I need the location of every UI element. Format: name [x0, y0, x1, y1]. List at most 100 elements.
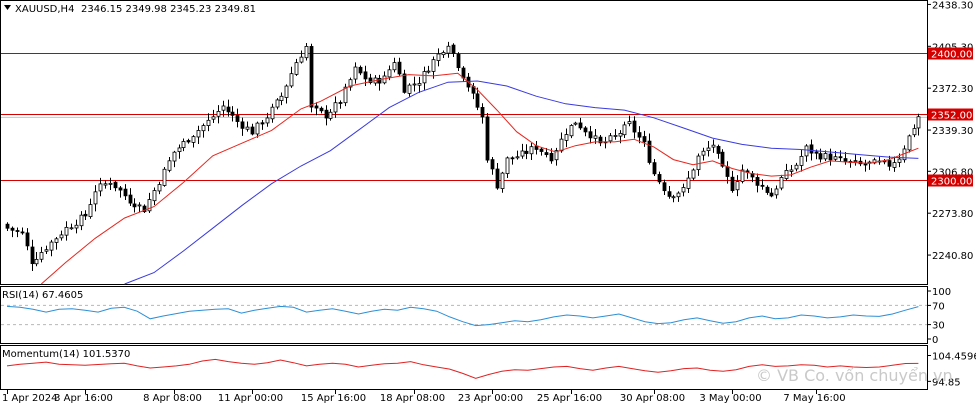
candle-bull [608, 135, 613, 142]
candle-bear [863, 163, 868, 166]
candle-bull [98, 183, 103, 192]
candle-bull [137, 204, 142, 207]
candle-bear [226, 106, 231, 113]
candle-bear [544, 152, 549, 156]
rsi-tick-label: 70 [932, 301, 945, 312]
candle-bear [725, 166, 730, 177]
candle-bear [402, 73, 407, 93]
candle-bear [15, 230, 20, 232]
candle-bull [613, 135, 618, 137]
candle-bull [333, 102, 338, 113]
candle-bear [720, 151, 725, 167]
candle-bull [157, 184, 162, 192]
candle-bull [573, 122, 578, 125]
candle-bear [10, 227, 15, 231]
candle-bull [691, 169, 696, 179]
candle-bear [314, 105, 319, 109]
dropdown-triangle-icon[interactable] [4, 5, 11, 10]
candle-bear [456, 53, 461, 69]
candle-bull [79, 214, 84, 227]
watermark: © VB Co. vốn chuyển vn [756, 366, 953, 385]
time-tick-label: 8 Apr 08:00 [143, 393, 202, 403]
candle-bear [828, 153, 833, 161]
rsi-title: RSI(14) 67.4605 [2, 290, 83, 301]
candle-bear [397, 61, 402, 75]
candle-bull [191, 136, 196, 143]
price-tick-label: 2306.80 [932, 167, 973, 178]
candle-bull [426, 70, 431, 73]
candle-bear [461, 67, 466, 79]
candle-bull [196, 130, 201, 138]
price-level-label: 2300.00 [931, 177, 972, 188]
candle-bull [108, 182, 113, 185]
candle-bear [368, 77, 373, 84]
candle-bull [54, 238, 59, 243]
candle-bear [142, 205, 147, 213]
price-level-label-bg [928, 47, 973, 60]
candle-bull [500, 172, 505, 189]
price-tick-label: 2372.30 [932, 84, 973, 95]
candle-bull [446, 45, 451, 54]
candle-bear [30, 246, 35, 265]
candle-bear [657, 174, 662, 183]
candle-bear [451, 44, 456, 54]
price-panel-frame [0, 0, 928, 285]
candle-bull [554, 150, 559, 161]
candle-bull [823, 153, 828, 160]
symbol-name: XAUUSD,H4 [15, 4, 74, 15]
symbol-ohlc: 2346.15 2349.98 2345.23 2349.81 [81, 4, 256, 15]
candle-bull [853, 160, 858, 163]
rsi-axis: 100 70 30 0 [927, 287, 951, 346]
rsi-tick-label: 30 [932, 321, 945, 332]
candle-bull [622, 124, 627, 136]
rsi-panel-frame [0, 286, 928, 344]
candle-bear [132, 203, 137, 208]
price-level-label: 2400.00 [931, 50, 972, 61]
candle-bull [177, 147, 182, 152]
candle-bear [83, 213, 88, 217]
time-tick-label: 18 Apr 08:00 [380, 393, 445, 403]
candle-bull [64, 226, 69, 236]
candle-bull [774, 188, 779, 196]
candle-bear [186, 140, 191, 143]
candle-bull [779, 177, 784, 189]
candle-bull [784, 170, 789, 179]
candle-bull [289, 73, 294, 87]
candle-bear [760, 184, 765, 187]
candle-bull [93, 191, 98, 205]
candle-bear [716, 146, 721, 154]
candle-bear [539, 148, 544, 152]
candle-bull [515, 156, 520, 159]
candle-bull [907, 135, 912, 151]
candle-bull [701, 150, 706, 156]
candle-bull [671, 196, 676, 199]
candle-bear [128, 194, 133, 204]
candle-bear [809, 144, 814, 154]
candle-bull [304, 46, 309, 59]
candle-bear [123, 188, 128, 197]
price-tick-label: 2339.30 [932, 126, 973, 137]
time-tick-label: 25 Apr 16:00 [537, 393, 602, 403]
candle-bull [44, 249, 49, 252]
candle-bear [769, 192, 774, 197]
time-tick-label: 3 Apr 16:00 [54, 393, 113, 403]
candle-bear [549, 153, 554, 162]
candle-bear [25, 232, 30, 247]
candle-bear [578, 122, 583, 129]
time-tick-label: 15 Apr 16:00 [301, 393, 366, 403]
candle-bull [564, 134, 569, 141]
candle-bear [755, 177, 760, 186]
candle-bull [211, 116, 216, 120]
ma-slow-line [124, 80, 919, 285]
candle-bull [794, 164, 799, 170]
candle-bull [441, 52, 446, 56]
candle-bull [74, 224, 79, 229]
candle-bull [245, 126, 250, 130]
candle-bull [529, 146, 534, 155]
candle-bear [843, 158, 848, 163]
candle-bull [103, 183, 108, 186]
candle-bull [162, 168, 167, 186]
